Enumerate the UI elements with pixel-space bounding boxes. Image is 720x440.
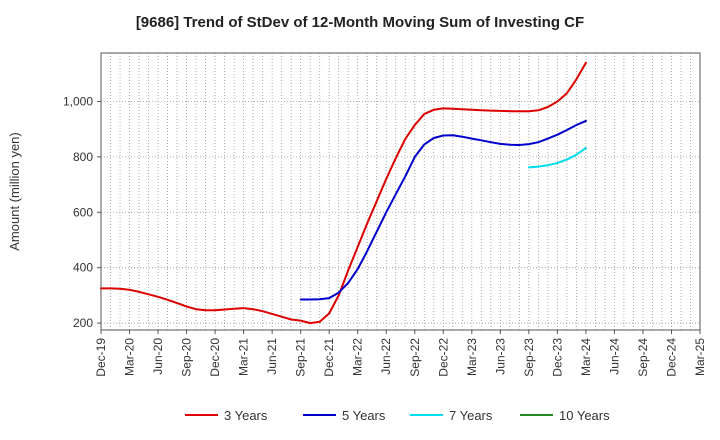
x-tick-label: Jun-24 xyxy=(607,338,621,375)
x-tick-label: Sep-24 xyxy=(636,338,650,377)
y-tick-label: 800 xyxy=(73,150,93,164)
legend-label: 3 Years xyxy=(224,408,268,423)
series-line-7-years xyxy=(527,147,587,169)
legend-label: 5 Years xyxy=(342,408,386,423)
x-tick-label: Mar-23 xyxy=(465,338,479,376)
grid xyxy=(101,53,700,330)
series-line-5-years xyxy=(299,119,587,301)
x-tick-label: Jun-22 xyxy=(379,338,393,375)
legend-label: 10 Years xyxy=(559,408,610,423)
y-axis-ticks: 200 400 600 800 1,000 xyxy=(63,94,101,330)
x-tick-label: Mar-24 xyxy=(579,338,593,376)
x-tick-label: Dec-22 xyxy=(436,338,450,377)
x-tick-label: Dec-20 xyxy=(208,338,222,377)
y-tick-label: 1,000 xyxy=(63,94,93,108)
x-tick-label: Dec-23 xyxy=(550,338,564,377)
x-tick-label: Jun-23 xyxy=(493,338,507,375)
x-tick-label: Sep-20 xyxy=(180,338,194,377)
x-tick-label: Mar-25 xyxy=(693,338,707,376)
x-tick-label: Jun-20 xyxy=(151,338,165,375)
plot-frame xyxy=(100,52,701,331)
series-lines xyxy=(100,61,587,325)
x-tick-label: Dec-21 xyxy=(322,338,336,377)
x-tick-label: Mar-22 xyxy=(351,338,365,376)
series-line-3-years xyxy=(100,61,587,325)
y-tick-label: 400 xyxy=(73,261,93,275)
x-tick-label: Sep-21 xyxy=(294,338,308,377)
x-tick-label: Dec-24 xyxy=(664,338,678,377)
x-tick-label: Mar-20 xyxy=(123,338,137,376)
x-tick-label: Dec-19 xyxy=(94,338,108,377)
x-tick-label: Mar-21 xyxy=(237,338,251,376)
legend-label: 7 Years xyxy=(449,408,493,423)
x-tick-label: Sep-23 xyxy=(522,338,536,377)
legend: 3 Years 5 Years 7 Years 10 Years xyxy=(185,408,610,423)
y-tick-label: 600 xyxy=(73,205,93,219)
y-axis-title: Amount (million yen) xyxy=(7,132,22,251)
x-tick-label: Sep-22 xyxy=(408,338,422,377)
y-tick-label: 200 xyxy=(73,316,93,330)
x-tick-label: Jun-21 xyxy=(265,338,279,375)
x-axis-ticks: Dec-19 Mar-20 Jun-20 Sep-20 Dec-20 Mar-21 Jun-… xyxy=(94,330,707,377)
chart-title: [9686] Trend of StDev of 12-Month Moving… xyxy=(135,14,585,31)
